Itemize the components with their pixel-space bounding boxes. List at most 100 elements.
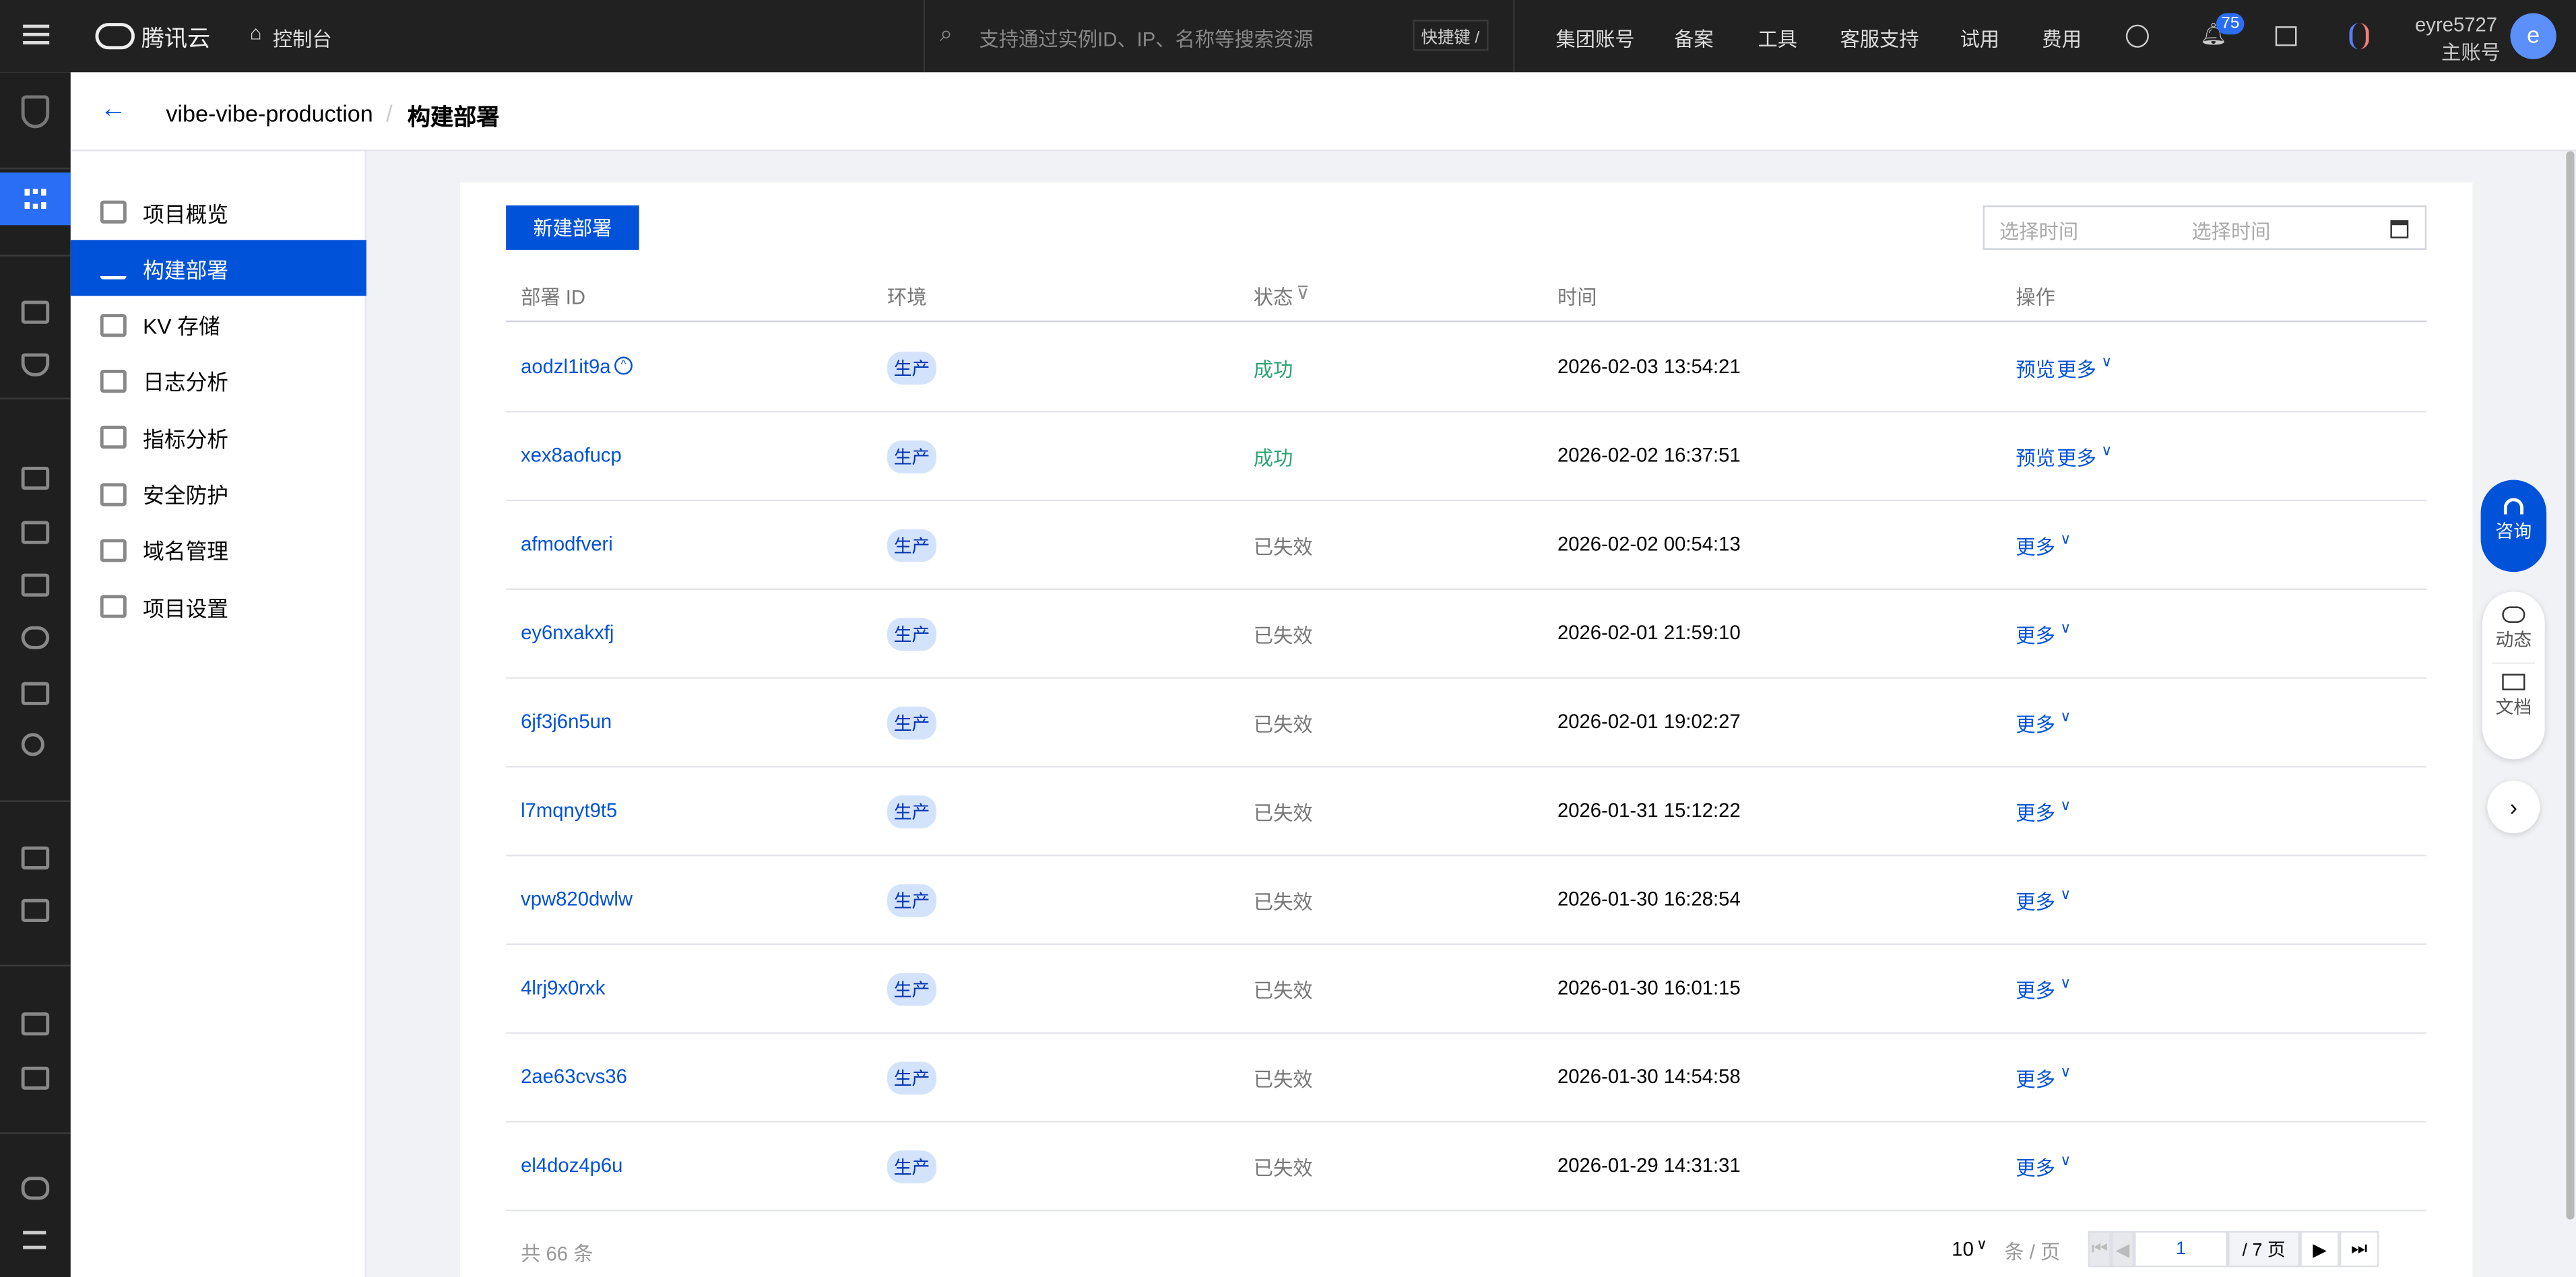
nav-group-account[interactable]: 集团账号 <box>1555 28 1635 51</box>
time-text: 2026-02-01 21:59:10 <box>1557 621 1741 645</box>
nav-trial[interactable]: 试用 <box>1960 28 2000 51</box>
menu-item-2[interactable]: KV 存储 <box>71 297 366 353</box>
refresh-screen-icon[interactable] <box>21 467 50 490</box>
more-dropdown[interactable]: 更多 <box>2016 890 2055 914</box>
tencent-cloud-logo-icon[interactable] <box>95 23 135 50</box>
username[interactable]: eyre5727 <box>2415 13 2498 36</box>
scrollbar-thumb[interactable] <box>2566 151 2575 1220</box>
workorder-icon[interactable] <box>2275 26 2297 46</box>
search-input[interactable]: 支持通过实例ID、IP、名称等搜索资源 <box>979 28 1314 51</box>
chevron-down-icon[interactable]: ∨ <box>2060 1063 2071 1080</box>
menu-item-7[interactable]: 项目设置 <box>71 579 366 634</box>
hexagon-icon[interactable] <box>21 1177 50 1200</box>
nav-tools[interactable]: 工具 <box>1758 28 1798 51</box>
chevron-down-icon[interactable]: ∨ <box>2060 708 2071 725</box>
chevron-down-icon[interactable]: ∨ <box>2060 886 2071 903</box>
security-icon[interactable] <box>21 353 50 376</box>
monitor-icon[interactable] <box>21 300 50 324</box>
menu-item-4[interactable]: 指标分析 <box>71 410 366 465</box>
brand-name[interactable]: 腾讯云 <box>141 24 211 51</box>
chevron-down-icon[interactable]: ∨ <box>2101 353 2113 370</box>
nav-billing[interactable]: 费用 <box>2042 28 2082 51</box>
expand-panel-button[interactable]: › <box>2487 781 2540 834</box>
more-dropdown[interactable]: 更多 <box>2057 447 2096 470</box>
more-dropdown[interactable]: 更多 <box>2016 535 2055 559</box>
screen-icon[interactable] <box>21 1012 50 1036</box>
menu-item-label: 构建部署 <box>143 257 229 283</box>
consult-button[interactable]: 咨询 <box>2480 480 2547 572</box>
last-page-button[interactable]: ⏭ <box>2339 1231 2379 1268</box>
report-icon[interactable] <box>21 898 50 922</box>
menu-item-0[interactable]: 项目概览 <box>71 184 366 240</box>
news-button[interactable]: 动态 <box>2482 591 2545 652</box>
chevron-down-icon[interactable]: ∨ <box>2101 442 2113 459</box>
start-time-input[interactable]: 选择时间 <box>1999 220 2079 244</box>
deploy-id-link[interactable]: afmodfveri <box>521 532 613 556</box>
menu-item-6[interactable]: 域名管理 <box>71 522 366 578</box>
date-range-picker[interactable]: 选择时间 选择时间 <box>1983 205 2427 250</box>
deploy-id-link[interactable]: ey6nxakxfj <box>521 621 614 645</box>
deploy-id-link[interactable]: 6jf3j6n5un <box>521 710 612 733</box>
chevron-down-icon[interactable]: ∨ <box>2060 797 2071 814</box>
chevron-down-icon[interactable]: ∨ <box>2060 619 2071 636</box>
nav-icp[interactable]: 备案 <box>1674 28 1714 51</box>
layout-icon[interactable] <box>21 573 50 597</box>
console-link[interactable]: 控制台 <box>272 28 332 51</box>
page-size-select[interactable]: 10 <box>1952 1237 1974 1261</box>
more-dropdown[interactable]: 更多 <box>2016 1068 2055 1092</box>
docs-button[interactable]: 文档 <box>2482 674 2545 719</box>
next-page-button[interactable]: ▶ <box>2300 1231 2340 1268</box>
ai-assistant-icon[interactable] <box>2349 23 2369 50</box>
collapse-menu-icon[interactable] <box>23 1231 46 1249</box>
task-icon[interactable] <box>21 846 50 870</box>
more-dropdown[interactable]: 更多 <box>2016 1156 2055 1181</box>
calendar-icon[interactable] <box>2390 220 2409 238</box>
menu-item-1[interactable]: 构建部署 <box>70 240 366 296</box>
download-screen-icon[interactable] <box>21 521 50 544</box>
filter-icon[interactable]: ⊽ <box>1296 284 1310 304</box>
more-dropdown[interactable]: 更多 <box>2016 624 2055 648</box>
deploy-id-link[interactable]: vpw820dwlw <box>521 887 633 911</box>
chevron-down-icon[interactable]: ∨ <box>2060 1152 2071 1169</box>
dashboard-icon <box>100 200 127 224</box>
page-input[interactable]: 1 <box>2134 1231 2228 1268</box>
search-rail-icon[interactable] <box>21 733 44 756</box>
at-icon[interactable] <box>2125 24 2149 48</box>
ip-icon[interactable] <box>21 682 50 705</box>
preview-link[interactable]: 预览 <box>2016 447 2055 470</box>
chevron-down-icon[interactable]: ∨ <box>2060 531 2071 548</box>
more-dropdown[interactable]: 更多 <box>2057 358 2096 382</box>
end-time-input[interactable]: 选择时间 <box>2191 220 2271 244</box>
menu-item-5[interactable]: 安全防护 <box>71 466 366 522</box>
time-text: 2026-02-03 13:54:21 <box>1557 355 1741 379</box>
back-arrow-icon[interactable]: ← <box>100 95 127 124</box>
column-status[interactable]: 状态 <box>1253 286 1293 309</box>
upload-icon <box>100 257 127 280</box>
more-dropdown[interactable]: 更多 <box>2016 801 2055 825</box>
image-icon[interactable] <box>21 1066 50 1090</box>
more-dropdown[interactable]: 更多 <box>2016 713 2055 737</box>
chevron-down-icon[interactable]: ∨ <box>1976 1236 1987 1253</box>
hamburger-menu-icon[interactable] <box>23 24 50 44</box>
chevron-down-icon[interactable]: ∨ <box>2060 975 2071 991</box>
deploy-id-link[interactable]: 4lrj9x0rxk <box>521 976 606 1000</box>
breadcrumb-project[interactable]: vibe-vibe-production <box>166 100 373 127</box>
deploy-id-link[interactable]: l7mqnyt9t5 <box>521 798 618 822</box>
menu-item-label: 项目设置 <box>143 595 229 621</box>
rail-item-projects[interactable] <box>0 172 71 226</box>
deploy-id-link[interactable]: xex8aofucp <box>521 443 622 467</box>
new-deployment-button[interactable]: 新建部署 <box>506 205 639 250</box>
status-text: 已失效 <box>1253 890 1313 914</box>
menu-item-3[interactable]: 日志分析 <box>71 353 366 409</box>
nav-support[interactable]: 客服支持 <box>1840 28 1919 51</box>
avatar[interactable]: e <box>2510 13 2556 59</box>
more-dropdown[interactable]: 更多 <box>2016 979 2055 1003</box>
deploy-id-link[interactable]: el4doz4p6u <box>521 1154 623 1177</box>
preview-link[interactable]: 预览 <box>2016 358 2055 382</box>
deploy-id-link[interactable]: 2ae63cvs36 <box>521 1065 627 1088</box>
prev-page-button[interactable]: ◀ <box>2111 1231 2135 1268</box>
pulse-icon[interactable] <box>21 626 50 649</box>
edgeone-logo-icon[interactable] <box>21 95 50 129</box>
first-page-button[interactable]: ⏮ <box>2088 1231 2111 1268</box>
deploy-id-link[interactable]: aodzl1it9a <box>521 355 611 379</box>
